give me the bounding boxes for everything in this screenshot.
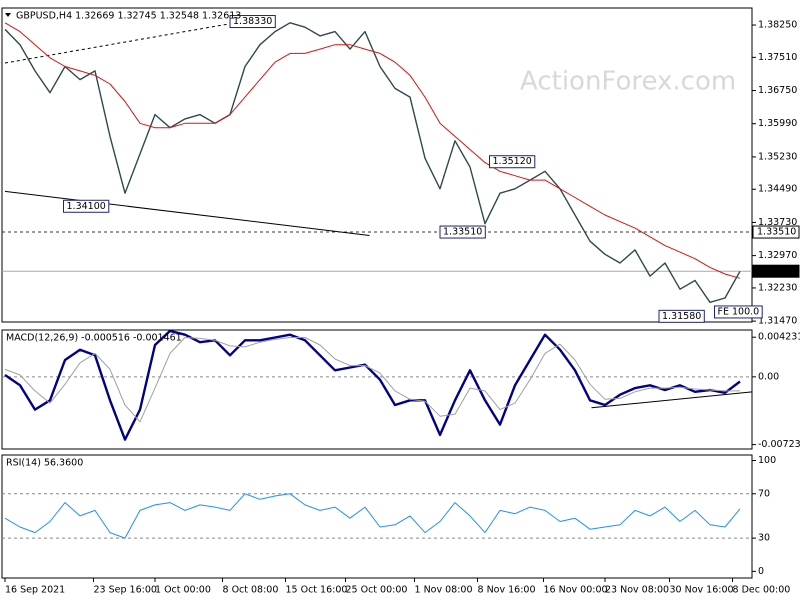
y-tick-label: 30 <box>758 533 770 544</box>
y-tick-label: 70 <box>758 488 770 499</box>
annotation-label: FE 100.0 <box>718 306 760 317</box>
annotation-label: 1.35120 <box>493 156 532 167</box>
annotation-box <box>714 305 763 319</box>
y-tick-label: 1.38250 <box>758 20 797 31</box>
y-tick-label: 1.35230 <box>758 151 797 162</box>
y-tick-label: 1.36750 <box>758 85 797 96</box>
x-tick-label: 16 Nov 00:00 <box>544 585 608 596</box>
series-line <box>4 22 741 279</box>
price-label: 1.33510 <box>757 227 796 238</box>
x-tick-label: 8 Dec 00:00 <box>733 585 791 596</box>
y-tick-label: 1.32970 <box>758 250 797 261</box>
panel-frame <box>1 454 753 579</box>
y-tick-label: 1.32230 <box>758 282 797 293</box>
annotation-label: 1.34100 <box>67 201 106 212</box>
x-tick-label: 16 Sep 2021 <box>5 585 65 596</box>
panel-frame <box>1 7 753 323</box>
annotation-box <box>658 309 705 323</box>
y-tick-label: -0.00723 <box>758 439 800 450</box>
trendline <box>4 190 370 237</box>
annotation-label: 1.33510 <box>443 227 482 238</box>
y-tick-label: 1.31470 <box>758 316 797 327</box>
panel-title: GBPUSD,H4 1.32669 1.32745 1.32548 1.3261… <box>16 11 241 22</box>
y-tick-label: 100 <box>758 455 776 466</box>
y-tick-label: 1.34490 <box>758 184 797 195</box>
x-tick-label: 1 Nov 08:00 <box>415 585 473 596</box>
x-tick-label: 1 Oct 00:00 <box>155 585 211 596</box>
x-tick-label: 15 Oct 16:00 <box>286 585 348 596</box>
x-tick-label: 23 Nov 08:00 <box>605 585 669 596</box>
x-tick-label: 30 Nov 16:00 <box>670 585 734 596</box>
annotation-label: 1.38330 <box>233 16 272 27</box>
x-tick-label: 8 Oct 08:00 <box>223 585 279 596</box>
x-tick-label: 8 Nov 16:00 <box>478 585 536 596</box>
annotation-box <box>63 199 110 213</box>
y-tick-label: 1.37510 <box>758 52 797 63</box>
y-tick-label: 0 <box>758 566 764 577</box>
annotation-label: 1.31580 <box>662 311 701 322</box>
panel-frame <box>1 329 753 450</box>
annotation-box <box>229 15 276 29</box>
price-label-box <box>752 225 800 239</box>
series-line <box>4 493 741 539</box>
x-tick-label: 23 Sep 16:00 <box>94 585 157 596</box>
annotation-box <box>439 225 486 239</box>
y-tick-label: 0.004231 <box>758 332 800 343</box>
trendline <box>4 20 246 64</box>
price-label-box <box>752 264 800 278</box>
series-line <box>4 337 740 423</box>
y-tick-label: 1.33730 <box>758 217 797 228</box>
annotation-box <box>489 155 536 169</box>
series-line <box>4 329 741 441</box>
trendline <box>591 391 753 409</box>
panel-title: RSI(14) 56.3600 <box>6 458 83 469</box>
y-tick-label: 1.35990 <box>758 118 797 129</box>
y-tick-label: 0.00 <box>758 371 779 382</box>
series-line <box>4 22 741 303</box>
watermark: ActionForex.com <box>520 67 736 97</box>
symbol-icon <box>5 13 11 17</box>
panel-title: MACD(12,26,9) -0.000516 -0.001461 <box>6 333 182 344</box>
price-label: 1.32613 <box>757 266 796 277</box>
x-tick-label: 25 Oct 00:00 <box>346 585 408 596</box>
